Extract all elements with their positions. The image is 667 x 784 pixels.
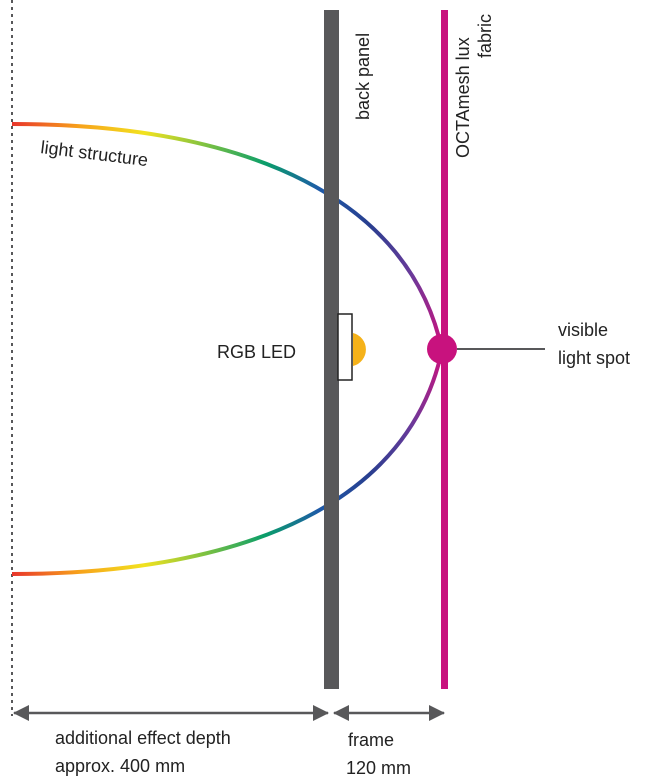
frame-label-line2: 120 mm	[346, 758, 411, 778]
light-spot-icon	[427, 334, 457, 364]
light-spot-label-line2: light spot	[558, 348, 630, 368]
arrowhead-icon	[429, 705, 445, 721]
rgb-led-label: RGB LED	[217, 342, 296, 362]
fabric-label-line2: fabric	[475, 14, 495, 58]
frame-dimension	[333, 705, 445, 721]
back-panel	[324, 10, 339, 689]
light-structure-curve-bottom	[11, 349, 444, 576]
arrowhead-icon	[333, 705, 349, 721]
arrowhead-icon	[313, 705, 329, 721]
frame-label-line1: frame	[348, 730, 394, 750]
depth-dimension	[13, 705, 329, 721]
light-structure-curve-top	[11, 122, 444, 351]
depth-label-line1: additional effect depth	[55, 728, 231, 748]
light-structure-label: light structure	[40, 137, 150, 170]
back-panel-label: back panel	[353, 33, 373, 120]
led-housing	[337, 313, 353, 381]
depth-label-line2: approx. 400 mm	[55, 756, 185, 776]
semicircle-led-icon	[353, 333, 366, 366]
light-spot-label-line1: visible	[558, 320, 608, 340]
fabric-label-line1: OCTAmesh lux	[453, 37, 473, 158]
arrowhead-icon	[13, 705, 29, 721]
